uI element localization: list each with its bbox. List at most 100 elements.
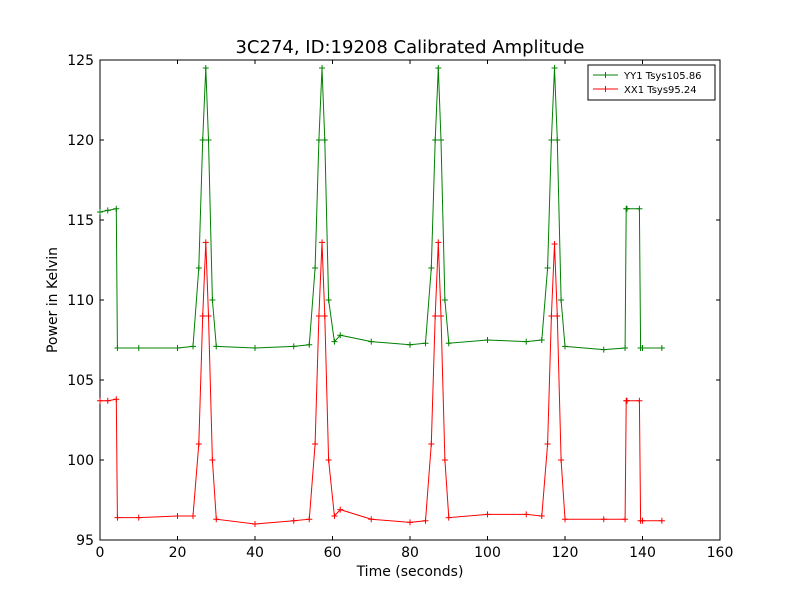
data-point (428, 265, 435, 271)
series-layer (97, 65, 665, 527)
data-point (422, 340, 429, 347)
x-tick-label: 120 (552, 545, 579, 561)
data-point (331, 513, 338, 519)
data-point (199, 137, 206, 143)
data-point (368, 516, 375, 523)
data-point (523, 511, 530, 518)
x-tick-label: 80 (401, 545, 419, 561)
data-point (554, 137, 561, 143)
data-point (135, 514, 142, 521)
data-point (306, 516, 313, 523)
series-0 (97, 65, 665, 353)
data-point (428, 441, 435, 447)
data-point (319, 65, 326, 71)
data-point (636, 397, 643, 404)
data-point (622, 345, 629, 351)
series-1 (97, 239, 665, 527)
y-axis-label: Power in Kelvin (45, 247, 61, 353)
data-point (639, 345, 646, 351)
y-tick-label: 125 (67, 53, 94, 69)
data-point (432, 313, 439, 319)
data-point (312, 441, 319, 447)
data-point (113, 396, 120, 403)
data-point (104, 397, 111, 404)
data-point (624, 397, 630, 404)
data-point (312, 265, 319, 271)
data-point (205, 313, 212, 319)
data-point (97, 397, 103, 404)
x-tick-label: 160 (707, 545, 734, 561)
data-point (190, 513, 196, 519)
y-tick-label: 95 (76, 533, 94, 549)
data-point (622, 516, 629, 523)
data-point (407, 341, 413, 348)
data-point (135, 345, 142, 351)
data-point (484, 511, 491, 518)
data-point (438, 137, 444, 143)
data-point (438, 313, 444, 319)
x-tick-label: 60 (324, 545, 342, 561)
data-point (658, 517, 665, 524)
x-axis: 0 20 40 60 80 100 120 140 160 (96, 60, 734, 561)
data-point (290, 343, 297, 350)
data-point (435, 239, 442, 246)
data-point (407, 519, 413, 526)
data-point (113, 205, 120, 212)
x-tick-label: 100 (474, 545, 501, 561)
y-tick-label: 100 (67, 453, 94, 469)
x-axis-label: Time (seconds) (356, 564, 464, 580)
data-point (548, 313, 555, 319)
data-point (562, 343, 568, 350)
data-point (538, 337, 545, 343)
data-point (325, 457, 332, 463)
data-point (114, 345, 121, 351)
data-point (195, 441, 202, 447)
data-point (331, 338, 338, 345)
data-point (600, 346, 607, 353)
y-tick-label: 110 (67, 293, 94, 309)
data-point (337, 332, 344, 339)
data-point (114, 514, 121, 521)
data-point (624, 205, 630, 212)
data-point (600, 516, 607, 523)
legend-label: XX1 Tsys95.24 (624, 85, 697, 96)
x-tick-label: 40 (246, 545, 264, 561)
data-point (445, 514, 452, 521)
y-tick-label: 120 (67, 133, 94, 149)
data-point (558, 457, 565, 463)
data-point (445, 340, 452, 347)
data-point (190, 343, 196, 350)
legend-box (587, 64, 716, 101)
data-point (538, 513, 545, 519)
data-point (321, 137, 328, 143)
data-point (321, 313, 328, 319)
data-point (325, 297, 332, 303)
legend-marker (602, 72, 609, 78)
data-point (195, 265, 202, 271)
data-point (432, 137, 439, 143)
data-point (368, 338, 375, 345)
data-point (558, 297, 565, 303)
data-point (551, 241, 558, 247)
x-tick-label: 140 (629, 545, 656, 561)
data-point (290, 517, 297, 524)
data-point (562, 516, 568, 523)
data-point (213, 343, 220, 350)
data-point (104, 207, 111, 214)
data-point (544, 441, 551, 447)
data-point (209, 297, 216, 303)
data-point (484, 337, 491, 343)
legend-label: YY1 Tsys105.86 (623, 71, 702, 82)
data-point (441, 297, 448, 303)
legend: YY1 Tsys105.86 XX1 Tsys95.24 (587, 64, 716, 101)
data-point (174, 513, 181, 519)
data-point (97, 209, 103, 215)
data-point (523, 338, 530, 345)
data-point (306, 341, 313, 348)
legend-marker (602, 86, 609, 92)
data-point (319, 239, 326, 246)
y-tick-label: 115 (67, 213, 94, 229)
data-point (658, 345, 665, 351)
data-point (551, 65, 558, 71)
data-point (422, 517, 429, 524)
